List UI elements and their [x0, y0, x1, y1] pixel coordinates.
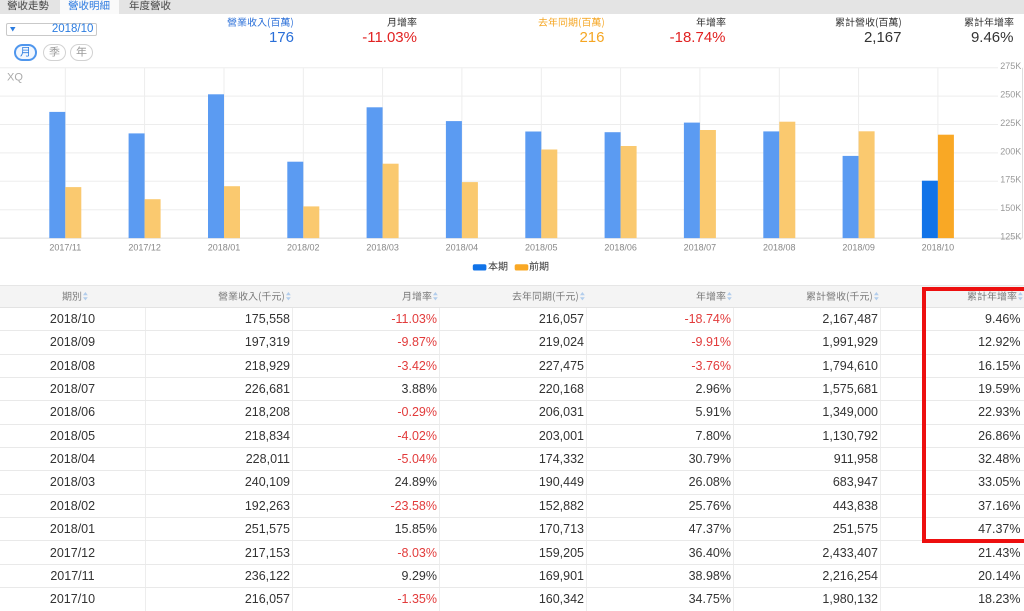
- svg-text:250K: 250K: [1000, 90, 1021, 100]
- svg-text:225K: 225K: [1000, 118, 1021, 128]
- svg-text:2018/09: 2018/09: [842, 242, 875, 252]
- svg-text:200K: 200K: [1000, 146, 1021, 156]
- svg-text:2018/05: 2018/05: [525, 242, 558, 252]
- svg-text:125K: 125K: [1000, 232, 1021, 242]
- svg-text:275K: 275K: [1000, 61, 1021, 71]
- svg-text:2018/10: 2018/10: [922, 242, 955, 252]
- svg-text:2017/12: 2017/12: [128, 242, 161, 252]
- svg-text:2018/01: 2018/01: [208, 242, 241, 252]
- svg-text:2018/03: 2018/03: [366, 242, 399, 252]
- svg-text:175K: 175K: [1000, 175, 1021, 185]
- svg-text:2018/06: 2018/06: [604, 242, 637, 252]
- svg-text:2018/08: 2018/08: [763, 242, 796, 252]
- svg-text:2018/02: 2018/02: [287, 242, 320, 252]
- svg-text:2018/04: 2018/04: [446, 242, 479, 252]
- svg-text:2017/11: 2017/11: [49, 242, 81, 252]
- svg-text:2018/07: 2018/07: [684, 242, 717, 252]
- svg-text:150K: 150K: [1000, 203, 1021, 213]
- svg-text:XQ: XQ: [7, 72, 23, 84]
